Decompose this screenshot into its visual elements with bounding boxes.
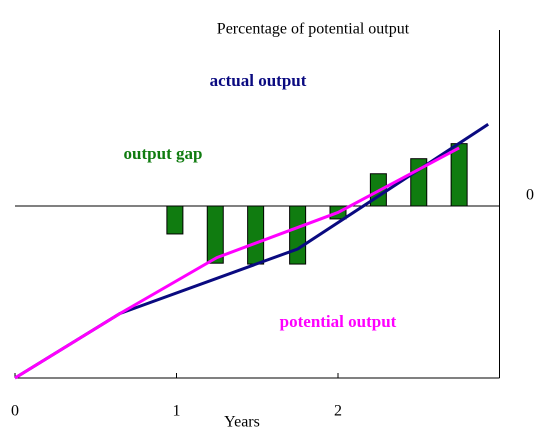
x-tick-label: 1: [173, 403, 181, 420]
x-tick-label: 0: [11, 403, 19, 420]
series-label: potential output: [280, 312, 397, 331]
x-axis-label: Years: [224, 414, 260, 431]
bar: [289, 205, 307, 265]
line: [14, 146, 460, 380]
y-tick-label: 0: [526, 187, 534, 204]
bar: [206, 205, 224, 264]
bar: [166, 205, 184, 235]
bar: [247, 205, 265, 265]
x-tick-label: 2: [334, 403, 342, 420]
chart-title: Percentage of potential output: [217, 21, 410, 38]
series-label: output gap: [124, 144, 203, 163]
series-label: actual output: [210, 71, 307, 90]
bar: [450, 143, 468, 207]
